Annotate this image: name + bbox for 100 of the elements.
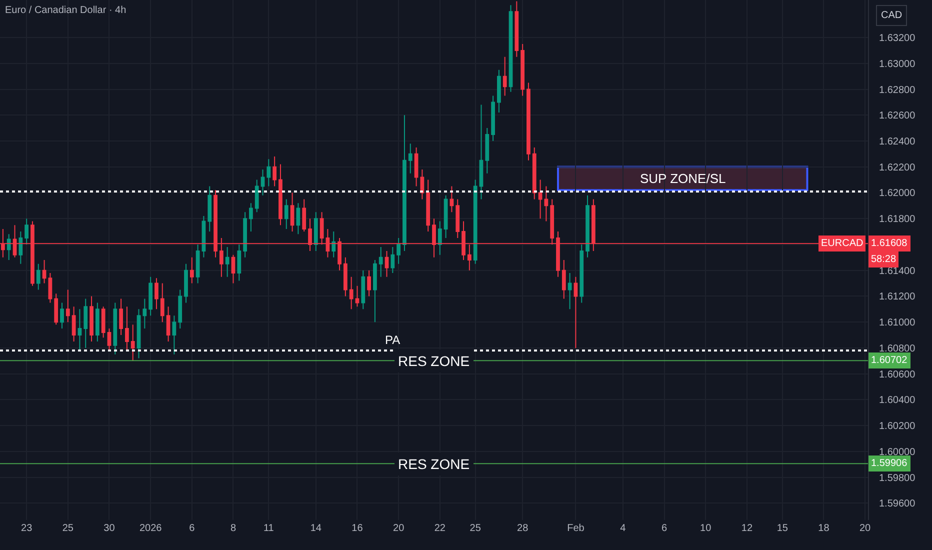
candlestick (343, 256, 348, 297)
candlestick (266, 158, 271, 187)
candlestick (119, 298, 123, 336)
x-tick-label: 25 (62, 523, 74, 534)
candlestick (332, 231, 336, 258)
candlestick (456, 198, 460, 239)
candlestick (384, 250, 389, 278)
candlestick (444, 194, 448, 239)
x-tick-label: 4 (620, 523, 626, 534)
candlestick (284, 198, 288, 230)
candlestick (166, 306, 170, 342)
y-tick-label: 1.62800 (879, 84, 916, 96)
candlestick (6, 234, 11, 260)
y-tick-label: 1.63000 (879, 58, 916, 70)
candlestick (231, 254, 236, 284)
candlestick (196, 244, 200, 284)
candlestick (72, 306, 76, 342)
candlestick (249, 202, 253, 232)
candlestick (438, 220, 442, 256)
candlestick (396, 238, 401, 264)
y-tick-label: 1.61400 (879, 266, 916, 277)
candlestick (243, 212, 247, 258)
candlestick (568, 272, 572, 310)
candlestick (130, 324, 135, 362)
candlestick (526, 82, 530, 161)
x-tick-label: 6 (662, 523, 668, 534)
candlestick (125, 306, 129, 352)
candlestick (426, 179, 430, 232)
x-tick-label: 25 (470, 523, 482, 534)
x-tick-label: 14 (310, 523, 322, 534)
candlestick (260, 168, 265, 196)
candlestick (172, 315, 176, 355)
y-tick-label: 1.60800 (879, 343, 916, 354)
candlestick (254, 179, 259, 213)
candlestick (18, 231, 23, 264)
candlestick (491, 95, 495, 142)
x-tick-label: Feb (567, 523, 585, 534)
candlestick (538, 179, 542, 220)
candlestick (272, 156, 277, 187)
candlestick (349, 276, 354, 310)
x-tick-label: 20 (393, 523, 405, 534)
x-tick-label: 15 (776, 523, 788, 534)
candlestick (78, 308, 82, 352)
candlestick (24, 218, 29, 245)
y-tick-label: 1.62600 (879, 110, 916, 122)
y-tick-label: 1.59800 (879, 472, 916, 484)
candlestick (48, 272, 52, 304)
x-tick-label: 8 (230, 523, 236, 534)
candlestick (136, 308, 141, 359)
candlestick (160, 282, 164, 323)
candlestick (225, 246, 230, 278)
x-tick-label: 18 (818, 523, 830, 534)
x-tick-label: 28 (517, 523, 529, 534)
text: 1.61608 (871, 238, 908, 249)
y-tick-label: 1.61000 (879, 318, 916, 329)
candlestick (367, 270, 371, 297)
y-tick-label: 1.60200 (879, 421, 916, 432)
y-tick-label: 1.62200 (879, 162, 916, 174)
candlestick (278, 164, 282, 226)
candlestick (84, 298, 88, 348)
y-tick-label: 1.62000 (879, 188, 916, 200)
candlestick (237, 244, 242, 282)
y-tick-label: 1.63200 (879, 33, 916, 44)
candlestick (574, 276, 578, 348)
y-tick-label: 1.60600 (879, 369, 916, 380)
x-tick-label: 2026 (139, 523, 162, 534)
x-tick-label: 23 (21, 523, 33, 534)
candlestick (586, 194, 590, 258)
candlestick (562, 260, 566, 300)
text: 58:28 (871, 254, 896, 265)
candlestick (355, 285, 360, 308)
candlestick (60, 302, 64, 330)
candlestick (154, 278, 158, 310)
candlestick (420, 168, 424, 200)
candlestick (190, 256, 194, 284)
band-label: SUP ZONE/SL (640, 171, 726, 186)
candlestick (479, 104, 484, 200)
text: 1.60702 (871, 355, 908, 366)
y-tick-label: 1.62400 (879, 136, 916, 148)
x-tick-label: 22 (434, 523, 446, 534)
text: Euro / Canadian Dollar · 4h (5, 5, 126, 16)
candlestick (508, 4, 513, 92)
candlestick (314, 212, 318, 252)
candlestick (290, 192, 294, 232)
text: 1.59906 (871, 458, 908, 469)
candlestick (450, 186, 454, 213)
ref-line-label: EURCAD (821, 238, 864, 249)
candlestick (544, 186, 548, 222)
candlestick (113, 302, 118, 355)
candlestick (95, 302, 100, 342)
x-tick-label: 30 (104, 523, 116, 534)
candlestick (42, 260, 46, 284)
candlestick (373, 260, 377, 323)
ref-line-label: RES ZONE (398, 353, 470, 369)
candlestick (502, 56, 507, 96)
candlestick (390, 246, 395, 274)
y-tick-label: 1.59600 (879, 498, 916, 510)
candlestick (208, 186, 212, 232)
candlestick (101, 306, 106, 338)
y-tick-label: 1.61200 (879, 292, 916, 303)
